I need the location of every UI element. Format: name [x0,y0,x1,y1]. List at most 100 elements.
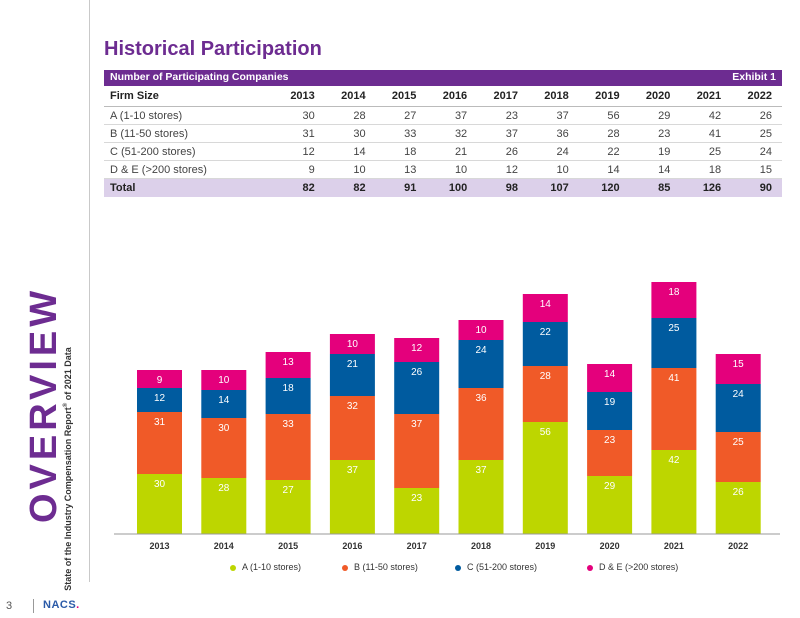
table-cell: 13 [375,160,427,179]
bar-segment [715,482,761,534]
bar-value-label: 9 [157,375,163,386]
bar-value-label: 37 [411,419,423,430]
table-cell: 18 [680,160,732,179]
table-cell: 28 [578,124,630,143]
table-cell: 120 [578,178,630,197]
table-column-headers: Firm Size 2013 2014 2015 2016 2017 2018 2019 20… [104,86,782,107]
bar-segment [394,414,440,488]
x-axis-tick-label: 2017 [407,541,427,551]
participation-table: Number of Participating Companies Exhibi… [104,70,782,197]
bar-segment [522,322,568,366]
bar-segment [329,334,375,354]
x-axis-tick-label: 2021 [664,541,684,551]
x-axis-tick-label: 2014 [214,541,234,551]
bar-segment [522,422,568,534]
bar-value-label: 37 [347,465,359,476]
table-cell: 10 [527,160,579,179]
table-cell: 26 [477,142,528,161]
table-total-row: Total 82 82 91 100 98 107 120 85 126 90 [104,178,782,197]
bar-value-label: 10 [347,339,359,350]
bar-value-label: 25 [733,437,745,448]
table-cell: 33 [375,124,427,143]
table-cell: 24 [527,142,579,161]
bar-value-label: 41 [668,373,680,384]
table-cell: 14 [324,142,376,161]
bar-value-label: 10 [475,325,487,336]
bar-value-label: 21 [347,359,359,370]
bar-segment [587,392,633,430]
table-cell: 82 [274,178,325,197]
legend-swatch [455,564,461,571]
table-cell: 98 [477,178,528,197]
x-axis-tick-label: 2019 [535,541,555,551]
bar-segment [458,320,504,340]
table-cell: 26 [731,106,782,125]
bar-value-label: 42 [668,455,680,466]
column-header-year: 2022 [731,86,782,107]
table-cell: 126 [680,178,732,197]
bar-segment [522,366,568,422]
stacked-bar-chart: 30 31 12 9 2013 28 30 14 10 2014 27 33 18 13 2015 37 32 2… [114,282,780,551]
bar-value-label: 25 [668,323,680,334]
column-header-year: 2017 [477,86,528,107]
bar-value-label: 10 [218,375,230,386]
bar-value-label: 30 [154,479,166,490]
exhibit-label: Exhibit 1 [732,71,776,83]
bar-value-label: 14 [540,299,552,310]
row-label: B (11-50 stores) [104,124,274,143]
table-cell: 27 [375,106,427,125]
bar-segment [265,352,311,378]
bar-segment [715,384,761,432]
table-cell: 30 [274,106,325,125]
legend-label: A (1-10 stores) [242,562,302,572]
table-cell: 100 [426,178,478,197]
bar-value-label: 23 [411,493,423,504]
table-cell: 31 [274,124,325,143]
column-header-year: 2020 [629,86,681,107]
bar-value-label: 56 [540,427,552,438]
table-cell: 37 [426,106,478,125]
bar-value-label: 31 [154,417,166,428]
table-cell: 9 [274,160,325,179]
table-cell: 107 [527,178,579,197]
bar-value-label: 24 [733,389,745,400]
table-body: A (1-10 stores) 30 28 27 37 23 37 56 29 42 26 B (11… [104,106,782,197]
x-axis-tick-label: 2020 [600,541,620,551]
bar-segment [651,282,697,318]
table-cell: 29 [629,106,681,125]
bar-value-label: 26 [411,367,423,378]
page-number: 3 [6,600,13,612]
bar-value-label: 27 [283,485,295,496]
column-header-year: 2016 [426,86,478,107]
legend-label: D & E (>200 stores) [599,562,679,572]
bar-segment [394,338,440,362]
row-label: Total [104,178,274,197]
bar-value-label: 33 [283,419,295,430]
legend-swatch [587,564,593,571]
table-row: C (51-200 stores) 12 14 18 21 26 24 22 19 25 24 [104,142,782,161]
bar-segment [394,488,440,534]
report-subtitle-vertical: State of the Industry Compensation Repor… [59,334,73,604]
row-label: A (1-10 stores) [104,106,274,125]
page-title: Historical Participation [104,38,322,60]
column-header-year: 2021 [680,86,732,107]
bar-segment [201,418,247,478]
bar-segment [329,460,375,534]
bar-value-label: 37 [475,465,487,476]
bar-segment [329,396,375,460]
bar-value-label: 14 [604,369,616,380]
legend-swatch [342,564,348,571]
bar-value-label: 26 [733,487,745,498]
table-cell: 90 [731,178,782,197]
bar-value-label: 36 [475,393,487,404]
table-cell: 22 [578,142,630,161]
bar-segment [715,432,761,482]
table-cell: 12 [274,142,325,161]
table-cell: 23 [477,106,528,125]
table-cell: 23 [629,124,681,143]
bar-segment [651,368,697,450]
table-cell: 14 [629,160,681,179]
table-cell: 37 [477,124,528,143]
bar-segment [394,362,440,414]
bar-value-label: 12 [411,343,423,354]
